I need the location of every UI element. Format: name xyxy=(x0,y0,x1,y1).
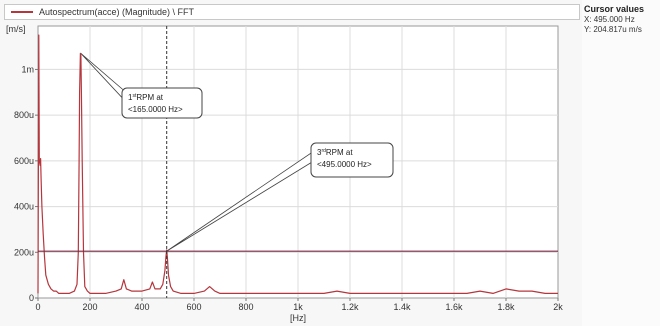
annotation-label-line2: <165.0000 Hz> xyxy=(128,105,183,114)
cursor-x-readout: X: 495.000 Hz xyxy=(584,15,635,24)
y-tick-label: 1m xyxy=(21,64,34,74)
x-tick-label: 600 xyxy=(186,302,201,312)
x-tick-label: 1.6k xyxy=(445,302,463,312)
legend-bar[interactable]: Autospectrum(acce) (Magnitude) \ FFT xyxy=(4,4,580,20)
series-color-swatch xyxy=(11,11,33,13)
x-tick-label: 1.4k xyxy=(393,302,411,312)
x-tick-label: 1k xyxy=(293,302,303,312)
spectrum-series-line xyxy=(37,34,558,294)
x-tick-label: 1.8k xyxy=(497,302,515,312)
y-tick-label: 0 xyxy=(29,293,34,303)
y-tick-label: 800u xyxy=(14,110,34,120)
cursor-y-readout: Y: 204.817u m/s xyxy=(584,25,642,34)
annotation-label-line1: 1stRPM at xyxy=(128,93,164,102)
annotation-label-line2: <495.0000 Hz> xyxy=(317,160,372,169)
annotation-box[interactable] xyxy=(310,142,394,178)
cursor-values-title: Cursor values xyxy=(584,4,645,14)
x-tick-label: 400 xyxy=(134,302,149,312)
cursor-values-panel: Cursor values X: 495.000 Hz Y: 204.817u … xyxy=(584,4,660,322)
series-label: Autospectrum(acce) (Magnitude) \ FFT xyxy=(39,7,195,17)
x-tick-label: 200 xyxy=(82,302,97,312)
annotation-box[interactable] xyxy=(121,87,203,119)
y-tick-label: 600u xyxy=(14,156,34,166)
spectrum-chart-panel: Autospectrum(acce) (Magnitude) \ FFT 0 20… xyxy=(0,4,582,326)
x-axis-label: [Hz] xyxy=(290,313,306,323)
y-tick-label: 200u xyxy=(14,247,34,257)
y-tick-label: 400u xyxy=(14,202,34,212)
y-axis-label: [m/s] xyxy=(6,24,26,34)
x-tick-label: 0 xyxy=(35,302,40,312)
x-tick-label: 1.2k xyxy=(341,302,359,312)
spectrum-chart[interactable]: 0 200 400 600 800 1k 1.2k 1.4k 1.6k 1.8k 2k 0 200u 40… xyxy=(0,22,582,326)
x-tick-label: 2k xyxy=(553,302,563,312)
annotation-label-line1: 3rdRPM at xyxy=(317,148,353,157)
x-tick-label: 800 xyxy=(238,302,253,312)
